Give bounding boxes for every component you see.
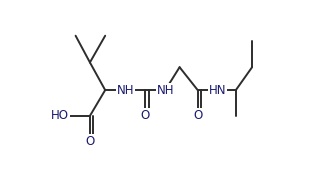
Text: NH: NH (157, 84, 174, 97)
Text: HN: HN (209, 84, 227, 97)
Text: HO: HO (51, 109, 69, 122)
Text: NH: NH (117, 84, 134, 97)
Text: O: O (85, 135, 95, 148)
Text: O: O (141, 109, 150, 122)
Text: O: O (193, 109, 202, 122)
